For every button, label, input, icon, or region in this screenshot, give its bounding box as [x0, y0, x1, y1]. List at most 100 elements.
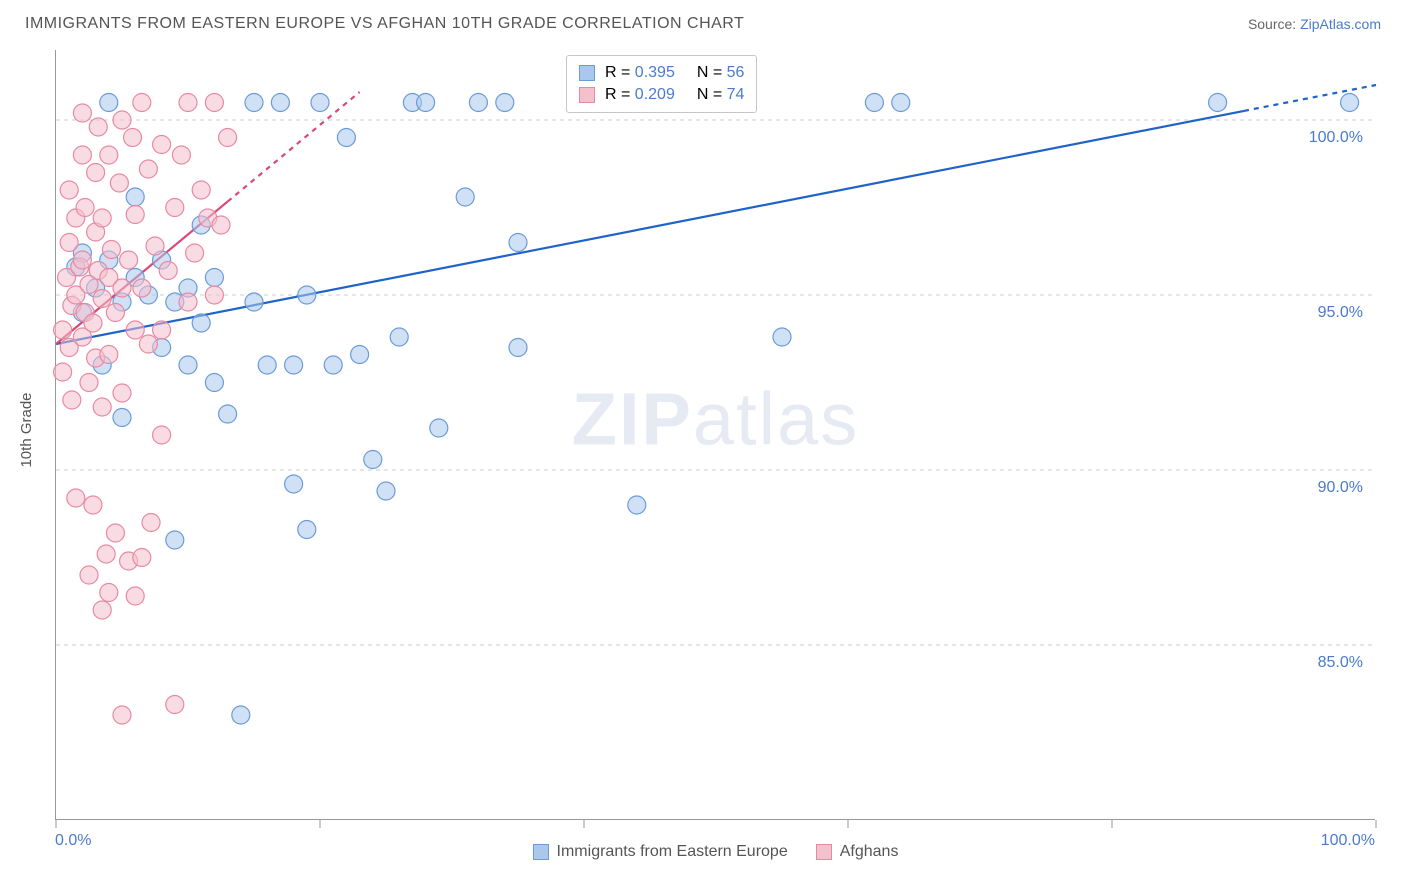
data-point: [219, 129, 237, 147]
legend-swatch: [579, 87, 595, 103]
data-point: [76, 199, 94, 217]
data-point: [93, 601, 111, 619]
data-point: [73, 146, 91, 164]
plot-area: ZIPatlas R = 0.395N = 56R = 0.209N = 74 …: [55, 50, 1375, 820]
data-point: [120, 251, 138, 269]
data-point: [133, 94, 151, 112]
data-point: [133, 549, 151, 567]
data-point: [865, 94, 883, 112]
y-axis-title: 10th Grade: [18, 392, 35, 467]
data-point: [179, 94, 197, 112]
data-point: [100, 94, 118, 112]
data-point: [153, 321, 171, 339]
regression-line: [56, 111, 1244, 344]
r-label: R = 0.395: [605, 64, 675, 82]
data-point: [89, 118, 107, 136]
data-point: [337, 129, 355, 147]
data-point: [179, 293, 197, 311]
data-point: [142, 514, 160, 532]
data-point: [113, 706, 131, 724]
legend-row: R = 0.395 N = 56: [579, 62, 744, 84]
x-tick-label: 0.0%: [55, 832, 91, 850]
data-point: [153, 426, 171, 444]
source-label: Source:: [1248, 16, 1300, 32]
source-link[interactable]: ZipAtlas.com: [1300, 16, 1381, 32]
data-point: [166, 696, 184, 714]
legend-swatch: [579, 65, 595, 81]
data-point: [417, 94, 435, 112]
data-point: [106, 524, 124, 542]
data-point: [166, 531, 184, 549]
data-point: [351, 346, 369, 364]
data-point: [166, 199, 184, 217]
data-point: [212, 216, 230, 234]
data-point: [430, 419, 448, 437]
r-label: R = 0.209: [605, 86, 675, 104]
data-point: [139, 335, 157, 353]
data-point: [110, 174, 128, 192]
data-point: [87, 164, 105, 182]
n-label: N = 56: [697, 64, 745, 82]
y-tick-label: 95.0%: [1314, 304, 1367, 322]
data-point: [126, 206, 144, 224]
data-point: [172, 146, 190, 164]
data-point: [113, 111, 131, 129]
data-point: [80, 374, 98, 392]
data-point: [84, 314, 102, 332]
data-point: [126, 587, 144, 605]
data-point: [126, 321, 144, 339]
data-point: [60, 234, 78, 252]
data-point: [139, 160, 157, 178]
data-point: [67, 489, 85, 507]
data-point: [456, 188, 474, 206]
legend-correlation: R = 0.395 N = 56 R = 0.209 N = 74: [566, 55, 757, 113]
data-point: [205, 374, 223, 392]
y-tick-label: 100.0%: [1305, 129, 1367, 147]
data-point: [84, 496, 102, 514]
data-point: [73, 104, 91, 122]
x-axis-labels: 0.0%100.0%: [55, 832, 1375, 862]
data-point: [245, 94, 263, 112]
data-point: [219, 405, 237, 423]
data-point: [377, 482, 395, 500]
data-point: [54, 363, 72, 381]
data-point: [628, 496, 646, 514]
data-point: [93, 290, 111, 308]
data-point: [97, 545, 115, 563]
data-point: [245, 293, 263, 311]
data-point: [205, 94, 223, 112]
data-point: [232, 706, 250, 724]
data-point: [124, 129, 142, 147]
n-label: N = 74: [697, 86, 745, 104]
data-point: [324, 356, 342, 374]
data-point: [1209, 94, 1227, 112]
y-tick-label: 90.0%: [1314, 479, 1367, 497]
data-point: [73, 251, 91, 269]
data-point: [192, 314, 210, 332]
data-point: [186, 244, 204, 262]
data-point: [159, 262, 177, 280]
data-point: [509, 339, 527, 357]
data-point: [80, 566, 98, 584]
data-point: [311, 94, 329, 112]
data-point: [364, 451, 382, 469]
data-point: [298, 286, 316, 304]
data-point: [100, 346, 118, 364]
data-point: [113, 279, 131, 297]
data-point: [509, 234, 527, 252]
data-point: [100, 146, 118, 164]
data-point: [179, 356, 197, 374]
data-point: [496, 94, 514, 112]
y-tick-label: 85.0%: [1314, 654, 1367, 672]
data-point: [205, 269, 223, 287]
data-point: [54, 321, 72, 339]
legend-row: R = 0.209 N = 74: [579, 84, 744, 106]
data-point: [1341, 94, 1359, 112]
data-point: [146, 237, 164, 255]
data-point: [192, 181, 210, 199]
data-point: [271, 94, 289, 112]
data-point: [113, 384, 131, 402]
data-point: [773, 328, 791, 346]
data-point: [100, 584, 118, 602]
chart-title: IMMIGRANTS FROM EASTERN EUROPE VS AFGHAN…: [25, 15, 744, 33]
